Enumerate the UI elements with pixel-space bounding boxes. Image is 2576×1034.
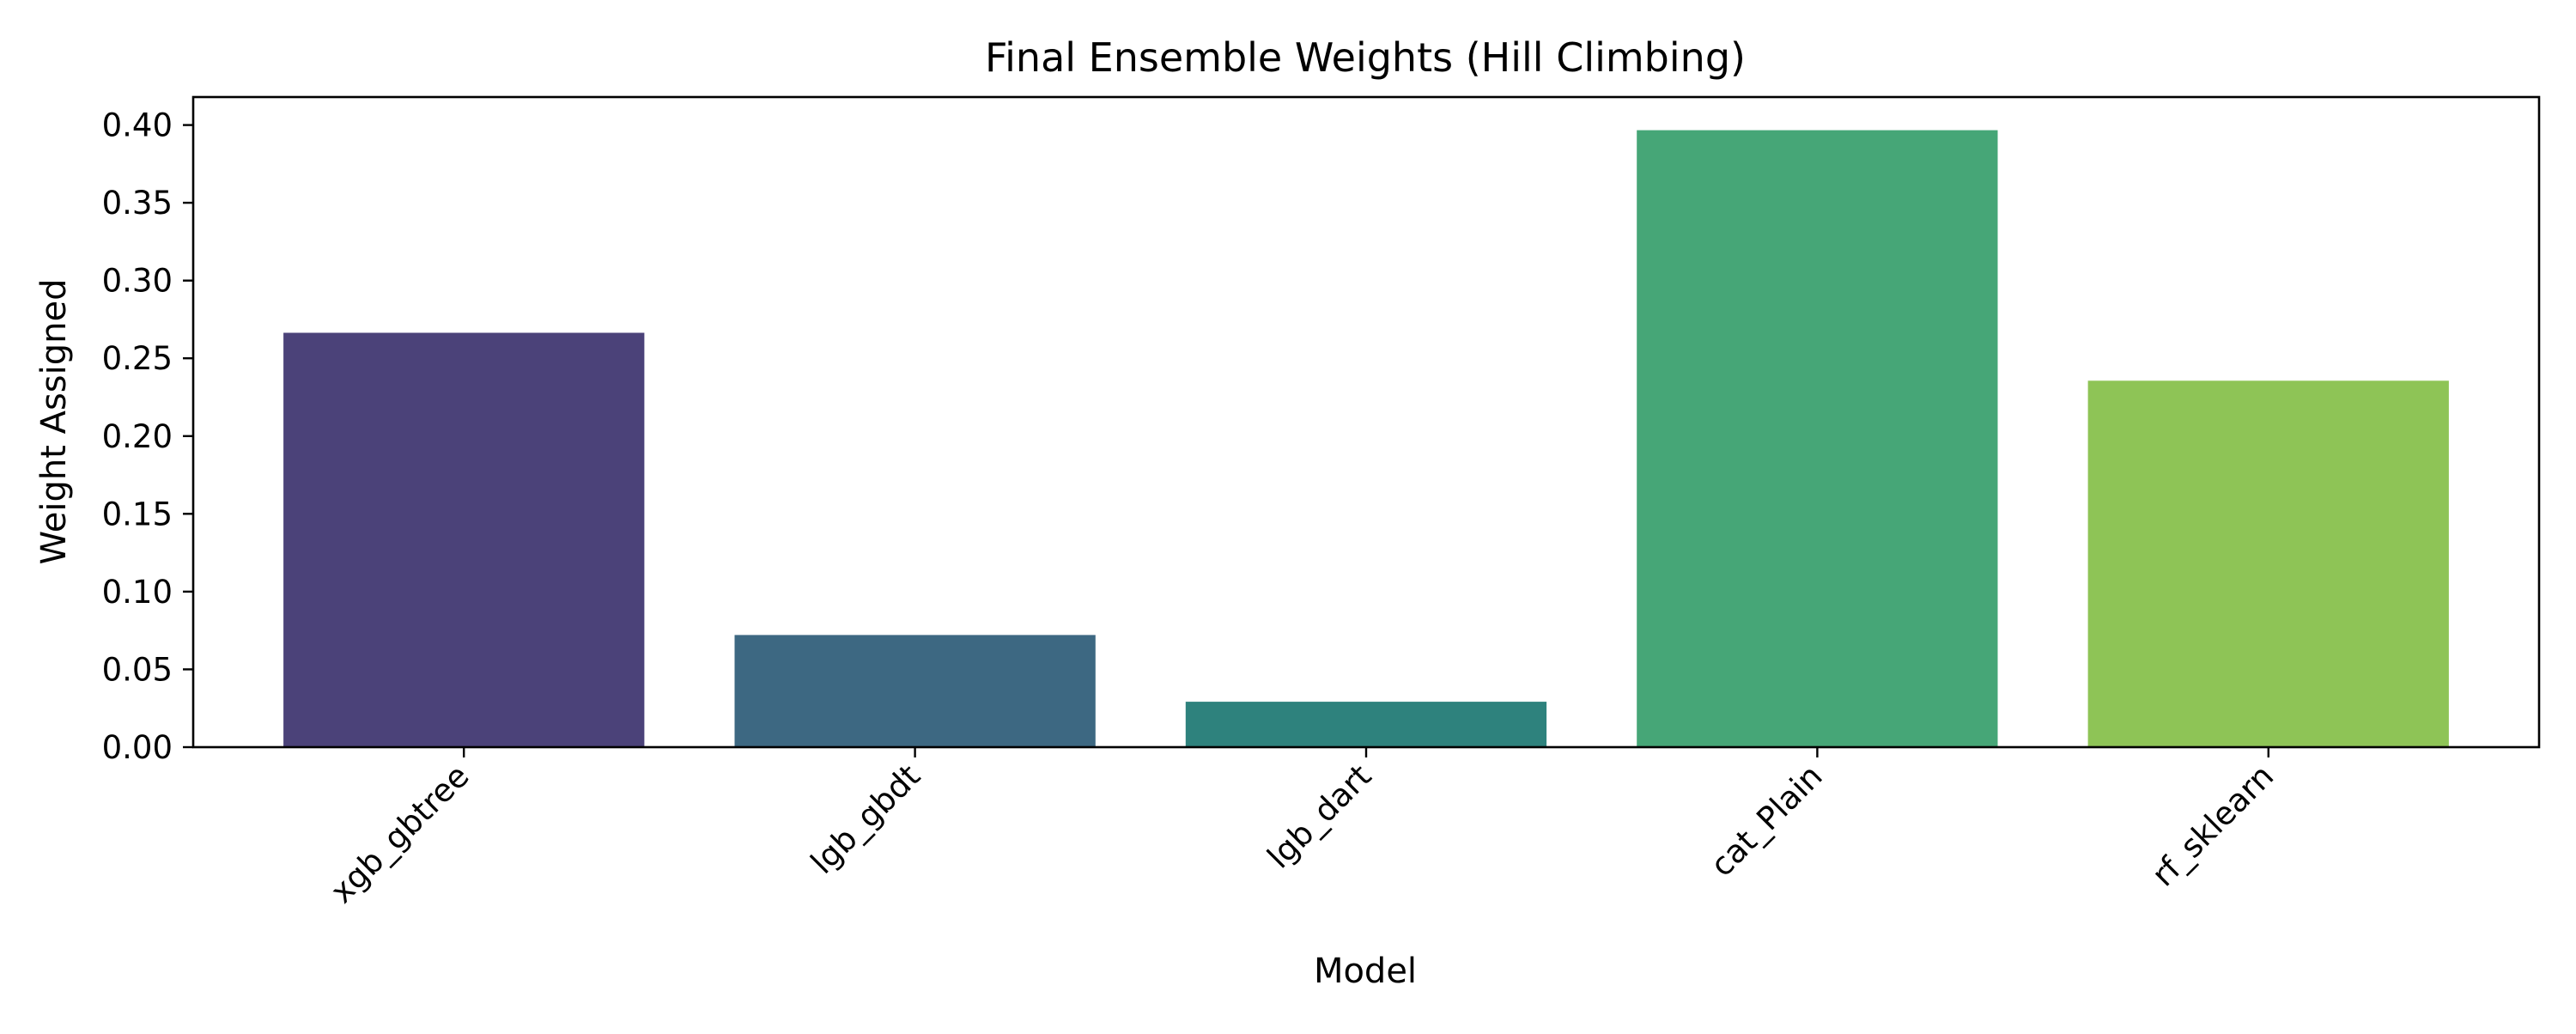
y-tick-label: 0.00: [102, 729, 173, 766]
y-tick-label: 0.30: [102, 263, 173, 300]
x-tick-label: xgb_gbtree: [324, 757, 477, 910]
bar-rf_sklearn: [2087, 380, 2449, 747]
bar-lgb_gbdt: [734, 635, 1096, 747]
y-tick-label: 0.10: [102, 574, 173, 611]
x-axis: xgb_gbtree lgb_gbdt lgb_dart cat_Plain rf_sk…: [324, 747, 2281, 910]
bars-layer: [283, 130, 2449, 748]
bar-cat_Plain: [1637, 130, 1998, 748]
bar-xgb_gbtree: [283, 332, 645, 747]
x-tick-label: cat_Plain: [1704, 757, 1830, 884]
y-tick-label: 0.05: [102, 651, 173, 688]
y-axis: 0.00 0.05 0.10 0.15 0.20 0.25 0.30 0.35 0.40: [102, 107, 193, 766]
y-tick-label: 0.20: [102, 418, 173, 455]
plot-frame: [191, 95, 2541, 749]
chart-title: Final Ensemble Weights (Hill Climbing): [985, 34, 1746, 81]
y-axis-label: Weight Assigned: [34, 279, 74, 565]
y-tick-label: 0.25: [102, 340, 173, 377]
x-tick-label: lgb_dart: [1261, 757, 1379, 876]
y-tick-label: 0.35: [102, 185, 173, 222]
y-tick-label: 0.15: [102, 496, 173, 532]
y-tick-label: 0.40: [102, 107, 173, 144]
bar-lgb_dart: [1185, 702, 1547, 747]
x-tick-label: lgb_gbdt: [804, 757, 927, 881]
x-axis-label: Model: [1314, 952, 1417, 991]
x-tick-label: rf_sklearn: [2145, 757, 2281, 894]
